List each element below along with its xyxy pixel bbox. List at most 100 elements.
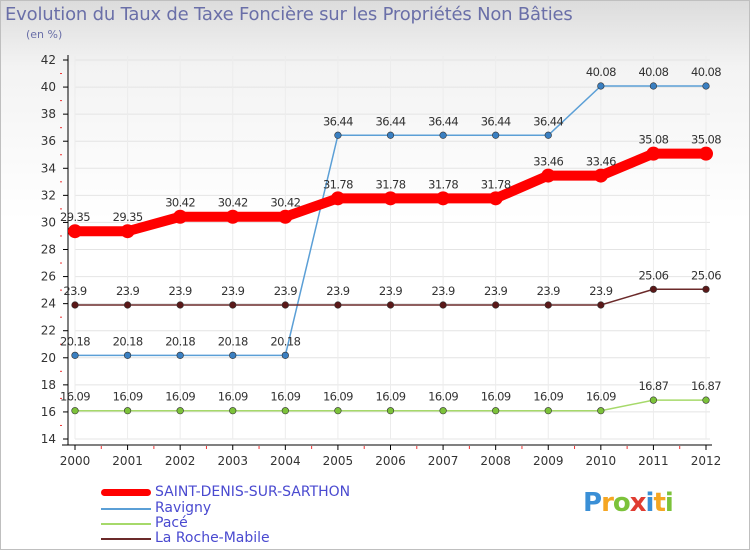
data-label: 29.35 bbox=[113, 210, 143, 224]
data-label: 40.08 bbox=[638, 65, 668, 79]
y-tick-label: 40 bbox=[41, 80, 56, 94]
data-label: 16.87 bbox=[691, 379, 721, 393]
data-point bbox=[68, 224, 82, 239]
data-label: 25.06 bbox=[638, 268, 668, 282]
data-point bbox=[386, 301, 395, 309]
data-point bbox=[439, 407, 447, 415]
data-point bbox=[334, 301, 342, 309]
data-point bbox=[71, 351, 79, 359]
data-point bbox=[173, 209, 188, 224]
data-label: 20.18 bbox=[218, 334, 248, 348]
data-point bbox=[334, 131, 342, 139]
legend-swatch bbox=[101, 523, 151, 525]
data-label: 36.44 bbox=[376, 114, 406, 128]
data-label: 16.09 bbox=[533, 390, 563, 404]
data-point bbox=[123, 301, 132, 309]
data-point bbox=[646, 146, 661, 161]
data-point bbox=[488, 191, 503, 206]
data-point bbox=[492, 407, 500, 415]
series-lines bbox=[68, 82, 713, 415]
data-label: 36.44 bbox=[323, 114, 353, 128]
data-label: 23.9 bbox=[63, 284, 86, 298]
data-label: 23.9 bbox=[589, 284, 612, 298]
logo-letter: i bbox=[664, 488, 674, 518]
y-tick-label: 36 bbox=[41, 134, 56, 148]
data-point bbox=[702, 396, 710, 404]
x-tick-label: 2007 bbox=[428, 454, 459, 468]
data-label: 23.9 bbox=[379, 284, 402, 298]
x-tick-label: 2011 bbox=[638, 454, 669, 468]
x-tick-label: 2004 bbox=[270, 454, 301, 468]
x-tick-label: 2005 bbox=[323, 454, 354, 468]
data-point bbox=[229, 407, 237, 415]
data-label: 16.09 bbox=[270, 390, 300, 404]
tick-labels: 14 16 18 20 22 24 26 28 30 32 34 36 38 40 42 2000 2001 20… bbox=[41, 53, 722, 468]
data-point bbox=[281, 301, 289, 309]
data-label: 36.44 bbox=[428, 114, 458, 128]
logo-letter: x bbox=[629, 488, 647, 518]
data-label: 31.78 bbox=[376, 177, 406, 191]
legend-label: La Roche-Mabile bbox=[155, 530, 270, 546]
data-label: 16.09 bbox=[586, 390, 616, 404]
data-label: 23.9 bbox=[116, 284, 139, 298]
legend-swatch bbox=[101, 508, 151, 510]
chart-subtitle: (en %) bbox=[26, 28, 63, 41]
legend-swatch bbox=[101, 489, 151, 496]
data-label: 30.42 bbox=[165, 196, 195, 210]
data-point bbox=[439, 131, 447, 139]
data-label: 30.42 bbox=[270, 196, 300, 210]
y-tick-label: 28 bbox=[41, 243, 56, 257]
x-tick-label: 2001 bbox=[112, 454, 143, 468]
data-label: 31.78 bbox=[481, 177, 511, 191]
y-tick-label: 30 bbox=[41, 215, 56, 229]
series-ravigny bbox=[71, 82, 710, 359]
data-point bbox=[439, 301, 447, 309]
data-labels: 29.35 29.35 30.42 30.42 30.42 31.78 31.78 31.78… bbox=[60, 65, 722, 404]
data-point bbox=[597, 407, 605, 415]
data-label: 20.18 bbox=[165, 334, 195, 348]
data-label: 20.18 bbox=[113, 334, 143, 348]
x-tick-label: 2000 bbox=[60, 454, 91, 468]
data-label: 16.09 bbox=[60, 390, 90, 404]
y-tick-label: 20 bbox=[41, 351, 56, 365]
data-point bbox=[541, 168, 556, 183]
y-tick-label: 22 bbox=[41, 324, 56, 338]
data-label: 23.9 bbox=[274, 284, 297, 298]
data-point bbox=[281, 407, 289, 415]
series-la-roche-mabile bbox=[71, 285, 710, 309]
data-point bbox=[281, 351, 289, 359]
data-label: 36.44 bbox=[533, 114, 563, 128]
legend-label: Pacé bbox=[155, 515, 188, 531]
data-point bbox=[649, 82, 658, 90]
data-label: 16.09 bbox=[218, 390, 248, 404]
data-label: 35.08 bbox=[691, 133, 721, 147]
data-point bbox=[597, 82, 605, 90]
logo-letter: t bbox=[653, 488, 665, 518]
data-label: 16.09 bbox=[113, 390, 143, 404]
y-tick-label: 32 bbox=[41, 188, 56, 202]
logo-letter: o bbox=[612, 488, 631, 518]
data-label: 35.08 bbox=[638, 133, 668, 147]
x-tick-label: 2009 bbox=[533, 454, 564, 468]
data-label: 25.06 bbox=[691, 268, 721, 282]
data-point bbox=[649, 396, 658, 404]
data-label: 33.46 bbox=[533, 155, 563, 169]
data-point bbox=[492, 131, 500, 139]
data-label: 16.87 bbox=[638, 379, 668, 393]
data-point bbox=[593, 168, 608, 183]
y-tick-label: 16 bbox=[41, 405, 56, 419]
data-point bbox=[544, 407, 552, 415]
y-tick-label: 42 bbox=[41, 53, 56, 67]
data-point bbox=[71, 301, 79, 309]
legend-swatch bbox=[101, 538, 151, 540]
y-tick-label: 18 bbox=[41, 378, 56, 392]
data-point bbox=[71, 407, 79, 415]
y-tick-label: 24 bbox=[41, 297, 56, 311]
legend-label: Ravigny bbox=[155, 500, 212, 516]
data-point bbox=[225, 209, 240, 224]
data-label: 30.42 bbox=[218, 196, 248, 210]
x-tick-label: 2008 bbox=[480, 454, 511, 468]
legend-label: SAINT-DENIS-SUR-SARTHON bbox=[155, 484, 351, 500]
